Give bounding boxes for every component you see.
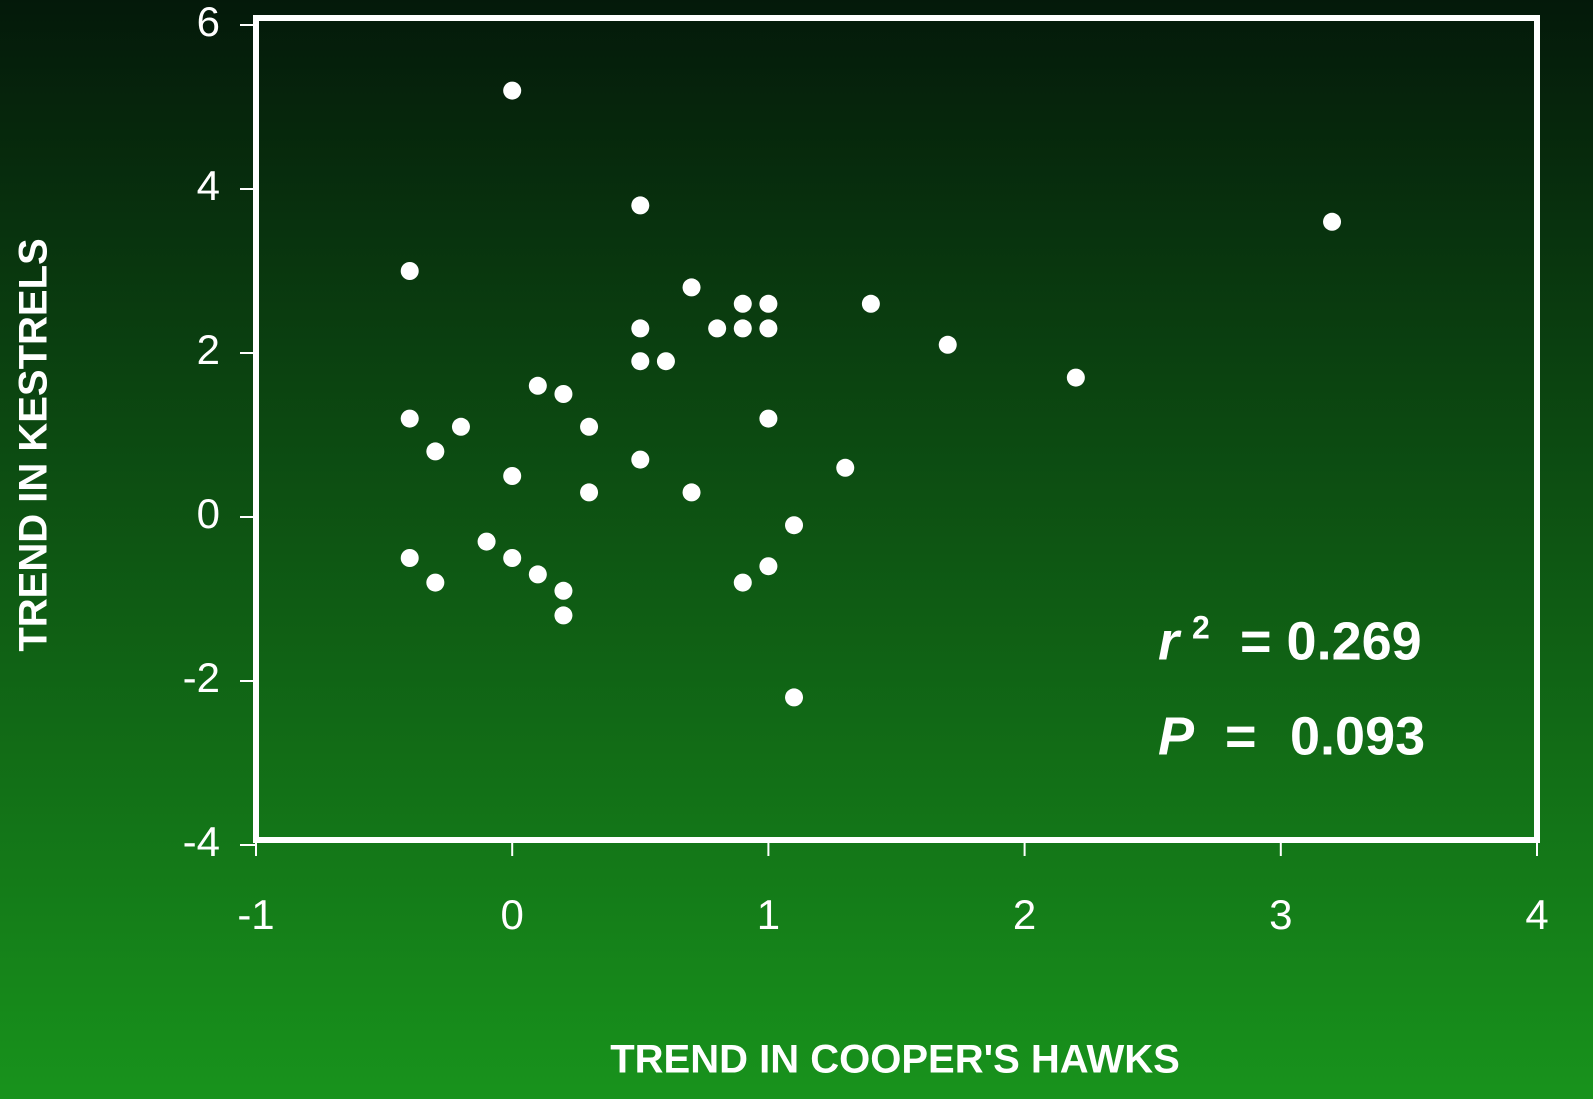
point [554,581,573,600]
point [400,549,419,567]
point [554,385,573,403]
point [733,294,752,313]
y-tick-label: 0 [197,490,220,537]
point [656,352,675,371]
point [785,688,804,707]
point [733,573,752,592]
point [580,483,599,502]
point [426,573,445,592]
y-tick-label: 6 [197,0,220,45]
point [426,442,445,461]
annotation: r [1158,611,1182,671]
point [759,409,778,428]
x-tick-label: 4 [1525,891,1548,938]
point [477,532,496,551]
point [861,294,880,313]
point [451,417,470,436]
point [1323,212,1342,231]
point [759,319,778,338]
y-tick-label: -2 [183,654,220,701]
point [528,376,547,395]
point [1066,368,1085,387]
point [682,278,701,297]
point [631,319,650,338]
x-tick-label: 1 [757,891,780,938]
y-axis-title: TREND IN KESTRELS [12,238,56,651]
plot-frame [253,15,1540,843]
point [759,557,778,576]
point [708,319,727,338]
point [631,196,650,215]
x-axis-title: TREND IN COOPER'S HAWKS [610,1038,1180,1082]
point [631,352,650,371]
point [503,81,522,100]
annotation: 0.093 [1290,706,1425,766]
point [785,516,804,535]
point [631,450,650,469]
x-tick-label: 3 [1269,891,1292,938]
x-tick-label: -1 [237,891,274,938]
y-tick-label: 4 [197,162,220,209]
point [554,606,573,625]
point [400,409,419,428]
point [580,417,599,436]
annotation: = 0.269 [1240,611,1422,671]
annotation: 2 [1192,609,1210,645]
point [528,565,547,584]
point [503,467,522,485]
x-tick-label: 0 [501,891,524,938]
annotation: P [1158,706,1195,766]
y-tick-label: 2 [197,326,220,373]
y-tick-label: -4 [183,818,220,865]
annotation: = [1225,706,1257,766]
point [682,483,701,502]
point [733,319,752,338]
point [938,335,957,354]
point [759,294,778,313]
point [503,549,522,567]
point [836,458,855,477]
point [400,262,419,280]
x-tick-label: 2 [1013,891,1036,938]
